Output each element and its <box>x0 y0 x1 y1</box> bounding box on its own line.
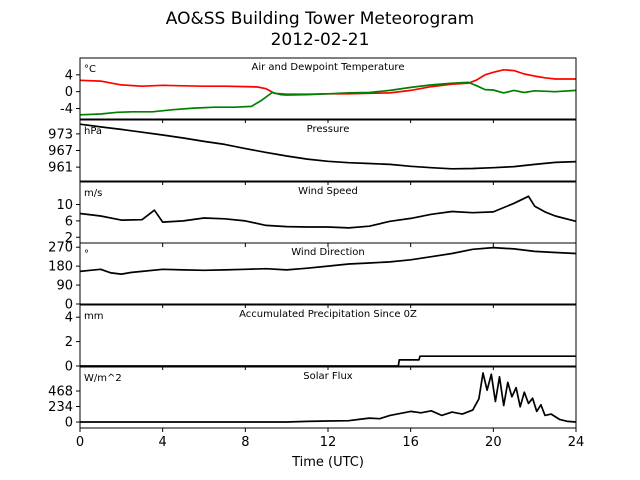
x-tick-label: 4 <box>159 435 167 450</box>
wind_speed-line <box>79 195 577 229</box>
panel-title: Pressure <box>307 124 350 135</box>
solar-line <box>80 372 577 423</box>
panel-title: Wind Direction <box>291 247 365 258</box>
panel-unit-label: °C <box>84 64 96 75</box>
precip-line <box>80 355 576 367</box>
y-tick-label: 0 <box>65 85 73 100</box>
panel-unit-label: W/m^2 <box>84 373 122 384</box>
figure-title: AO&SS Building Tower Meteorogram <box>166 9 474 29</box>
y-tick-label: 270 <box>48 241 73 256</box>
y-tick-label: 180 <box>48 260 73 275</box>
panel-3: 0 90 180 270 ° Wind Direction <box>48 241 577 313</box>
panel-1: 961 967 973 hPa Pressure <box>48 119 577 185</box>
y-tick-label: 4 <box>65 68 73 83</box>
y-tick-label: 90 <box>56 279 73 294</box>
x-tick-label: 8 <box>241 435 249 450</box>
y-tick-label: -4 <box>60 102 73 117</box>
panel-0: -4 0 4 °C Air and Dewpoint Temperature <box>60 57 577 123</box>
panel-4: 0 2 4 mm Accumulated Precipitation Since 0Z <box>65 304 577 375</box>
panel-unit-label: hPa <box>84 126 102 137</box>
panel-2: 2 610 m/s Wind Speed <box>56 181 577 247</box>
y-tick-label: 2 <box>65 335 73 350</box>
wind_direction-line <box>79 246 577 275</box>
panel-unit-label: mm <box>84 311 103 322</box>
y-tick-label: 468 <box>48 385 73 400</box>
pressure-line <box>79 123 577 170</box>
y-tick-label: 0 <box>65 360 73 375</box>
y-tick-label: 961 <box>48 161 73 176</box>
panel-title: Accumulated Precipitation Since 0Z <box>239 309 417 320</box>
y-tick-label: 0 <box>65 298 73 313</box>
dewpoint-line <box>79 81 577 116</box>
x-tick-label: 20 <box>485 435 502 450</box>
panels: -404 °C Air and Dewpoint Temperature961967… <box>48 57 577 432</box>
y-tick-label: 6 <box>65 214 73 229</box>
figure-subtitle: 2012-02-21 <box>271 30 370 50</box>
y-tick-label: 4 <box>65 311 73 326</box>
temperature-line <box>79 68 576 96</box>
x-tick-label: 16 <box>402 435 419 450</box>
panel-unit-label: ° <box>84 249 89 260</box>
y-tick-label: 10 <box>56 198 73 213</box>
panel-title: Solar Flux <box>303 371 353 382</box>
x-tick-label: 12 <box>320 435 337 450</box>
x-tick-label: 24 <box>568 435 585 450</box>
x-tick-label: 0 <box>76 435 84 450</box>
y-tick-label: 973 <box>48 127 73 142</box>
y-tick-label: 967 <box>48 144 73 159</box>
x-axis-label: Time (UTC) <box>291 455 364 470</box>
y-tick-label: 234 <box>48 400 73 415</box>
x-axis: 0 4 8 12 16 20 24 <box>76 435 584 450</box>
y-tick-label: 2 <box>65 231 73 246</box>
panel-unit-label: m/s <box>84 188 102 199</box>
panel-title: Air and Dewpoint Temperature <box>252 62 405 73</box>
panel-title: Wind Speed <box>298 186 358 197</box>
y-tick-label: 0 <box>65 416 73 431</box>
